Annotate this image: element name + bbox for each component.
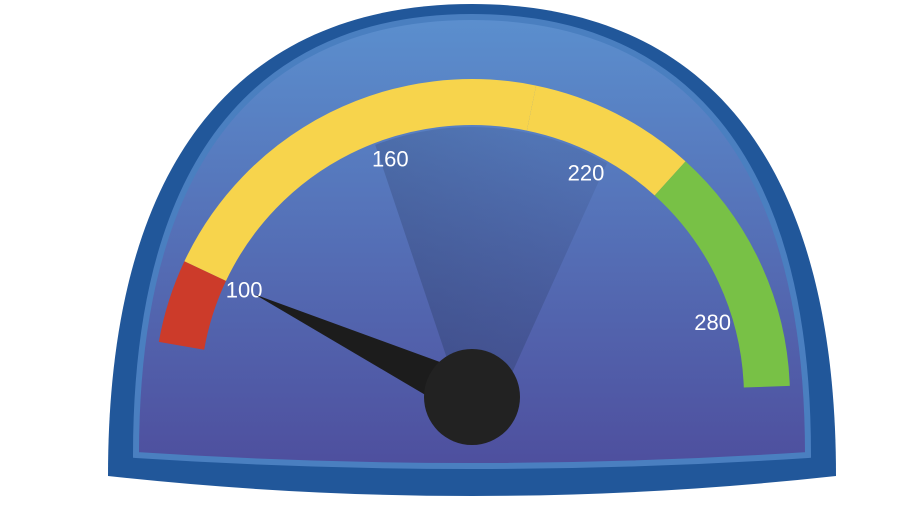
gauge-tick-labels: 100 160 220 280 [226,147,731,336]
gauge-rim [132,13,812,469]
gauge-band [526,85,686,196]
gauge-hub [424,349,520,445]
tick-label: 220 [568,160,605,185]
gauge-band [184,79,537,282]
gauge-band [158,261,227,351]
tick-label: 280 [694,310,731,335]
gauge-bands [158,79,790,388]
tick-label: 160 [372,147,409,172]
gauge-band [654,161,790,388]
tick-label: 100 [226,277,263,302]
gauge-sweep-shadow [375,126,607,436]
gauge-needle [255,294,482,417]
